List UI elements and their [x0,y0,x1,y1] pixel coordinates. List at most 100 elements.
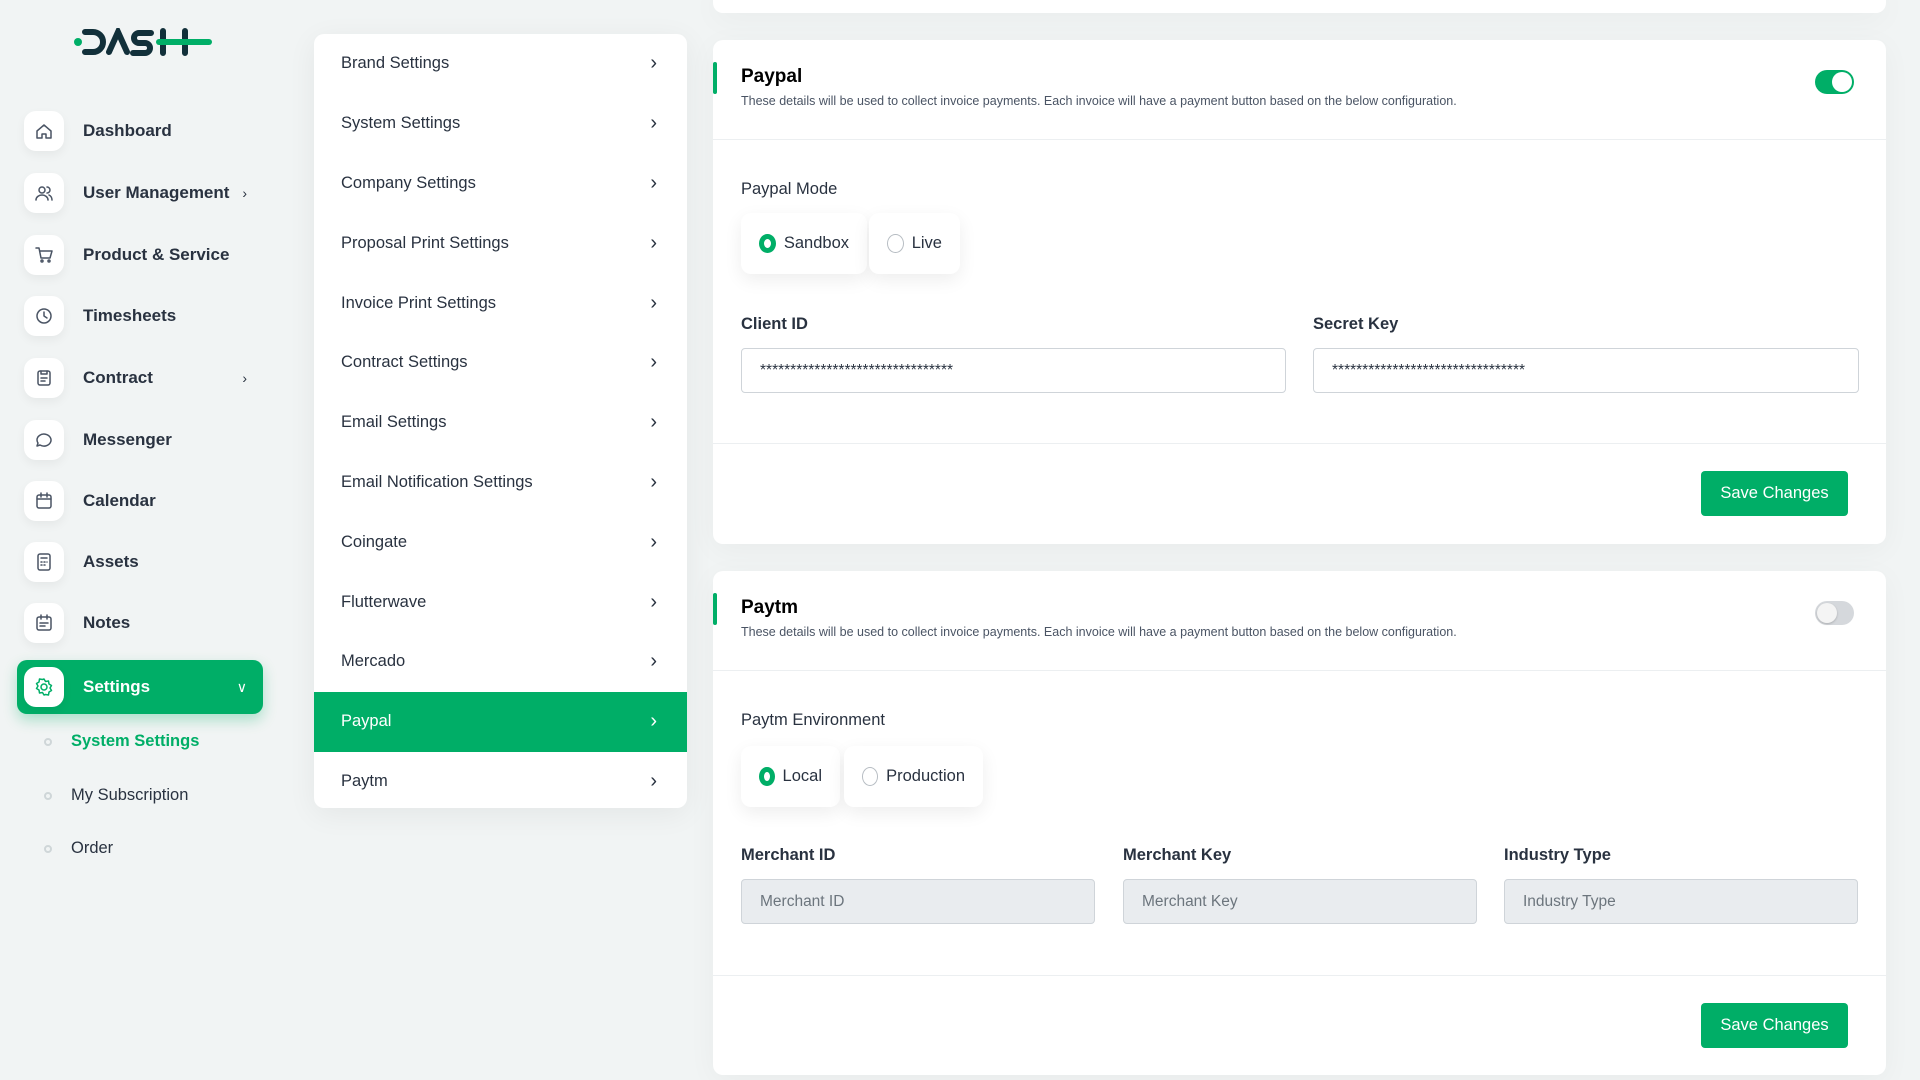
paytm-description: These details will be used to collect in… [741,625,1457,639]
chevron-right-icon: › [650,171,657,194]
client-id-input[interactable]: ******************************** [741,348,1286,393]
chevron-right-icon: › [650,52,657,75]
sidebar-subitem[interactable]: System Settings [44,732,199,751]
radio-label: Production [886,767,965,785]
sidebar-item-contract[interactable]: Contract › [17,351,263,405]
menu-item-label: System Settings [341,114,461,133]
chevron-right-icon: › [650,710,657,733]
sidebar-subitem[interactable]: Order [44,839,113,858]
chevron-right-icon: › [242,370,247,386]
settings-menu-item[interactable]: Paytm › [314,752,687,808]
chevron-right-icon: › [650,650,657,673]
menu-item-label: Contract Settings [341,353,468,372]
sidebar-item-label: Messenger [83,430,172,449]
merchant-id-input[interactable]: Merchant ID [741,879,1095,924]
menu-item-label: Paytm [341,771,388,790]
settings-menu-item[interactable]: Invoice Print Settings › [314,273,687,333]
gear-icon [24,667,64,707]
dash-logo [74,28,212,56]
paytm-title: Paytm [741,597,799,618]
settings-menu-item[interactable]: Brand Settings › [314,34,687,94]
settings-menu-item[interactable]: Email Settings › [314,393,687,453]
secret-key-input[interactable]: ******************************** [1313,348,1859,393]
sidebar-item-assets[interactable]: Assets [17,535,263,589]
paypal-save-button[interactable]: Save Changes [1701,471,1848,516]
merchant-key-input[interactable]: Merchant Key [1123,879,1477,924]
sidebar-item-user-management[interactable]: User Management › [17,166,263,220]
contract-icon [24,358,64,398]
sidebar-subitem[interactable]: My Subscription [44,786,188,805]
paypal-mode-label: Paypal Mode [741,180,838,198]
sidebar-item-label: User Management [83,183,230,202]
notes-icon [24,603,64,643]
client-id-label: Client ID [741,315,808,333]
menu-item-label: Company Settings [341,173,476,192]
calculator-icon [24,542,64,582]
sidebar-item-timesheets[interactable]: Timesheets [17,289,263,343]
settings-menu-item[interactable]: Paypal › [314,691,687,752]
sidebar-item-notes[interactable]: Notes [17,596,263,650]
settings-menu-item[interactable]: System Settings › [314,94,687,154]
radio-label: Local [782,767,822,785]
radio-unchecked-icon [862,767,879,786]
chevron-down-icon: ∨ [236,678,247,695]
paytm-environment-label: Paytm Environment [741,711,885,729]
settings-menu-item[interactable]: Flutterwave › [314,572,687,632]
sidebar-item-label: Assets [83,552,139,571]
sidebar-item-label: Notes [83,613,131,632]
industry-type-input[interactable]: Industry Type [1504,879,1858,924]
bullet-icon [44,844,52,853]
paypal-title: Paypal [741,66,803,87]
settings-menu-item[interactable]: Coingate › [314,512,687,572]
radio-label: Live [911,234,942,252]
chevron-right-icon: › [650,411,657,434]
radio-live[interactable]: Live [869,213,960,274]
previous-settings-card [713,0,1886,13]
bullet-icon [44,791,52,800]
paypal-description: These details will be used to collect in… [741,94,1457,108]
merchant-key-label: Merchant Key [1123,846,1232,864]
settings-menu-item[interactable]: Company Settings › [314,154,687,214]
settings-menu-item[interactable]: Proposal Print Settings › [314,213,687,273]
chevron-right-icon: › [650,351,657,374]
radio-unchecked-icon [887,234,904,253]
paytm-save-button[interactable]: Save Changes [1701,1003,1848,1048]
sidebar-item-settings[interactable]: Settings ∨ [17,660,263,714]
menu-item-label: Email Notification Settings [341,472,533,491]
sidebar-subitem-label: Order [71,839,114,857]
radio-production[interactable]: Production [844,746,983,807]
home-icon [24,111,64,151]
sidebar-item-dashboard[interactable]: Dashboard [17,104,263,158]
settings-menu-item[interactable]: Contract Settings › [314,333,687,393]
radio-checked-icon [759,767,775,786]
users-icon [24,173,64,213]
menu-item-label: Email Settings [341,413,447,432]
menu-item-label: Flutterwave [341,592,427,611]
settings-menu-item[interactable]: Email Notification Settings › [314,453,687,513]
radio-local[interactable]: Local [741,746,840,807]
paypal-card: Paypal These details will be used to col… [713,40,1886,544]
calendar-icon [24,481,64,521]
radio-label: Sandbox [783,234,849,252]
sidebar-item-product-service[interactable]: Product & Service [17,228,263,282]
sidebar-item-label: Product & Service [83,245,230,264]
radio-sandbox[interactable]: Sandbox [741,213,867,274]
sidebar-item-messenger[interactable]: Messenger [17,413,263,467]
sidebar-item-calendar[interactable]: Calendar [17,474,263,528]
menu-item-label: Mercado [341,652,406,671]
paytm-enable-toggle[interactable] [1815,601,1854,625]
sidebar-subitem-label: My Subscription [71,786,189,804]
menu-item-label: Invoice Print Settings [341,293,496,312]
sidebar-subitem-label: System Settings [71,732,200,750]
chat-icon [24,420,64,460]
chevron-right-icon: › [650,769,657,792]
paypal-enable-toggle[interactable] [1815,70,1854,94]
menu-item-label: Coingate [341,532,408,551]
chevron-right-icon: › [650,530,657,553]
chevron-right-icon: › [650,231,657,254]
industry-type-label: Industry Type [1504,846,1611,864]
settings-menu-item[interactable]: Mercado › [314,632,687,692]
bullet-icon [44,737,52,746]
menu-item-label: Proposal Print Settings [341,233,509,252]
chevron-right-icon: › [650,291,657,314]
